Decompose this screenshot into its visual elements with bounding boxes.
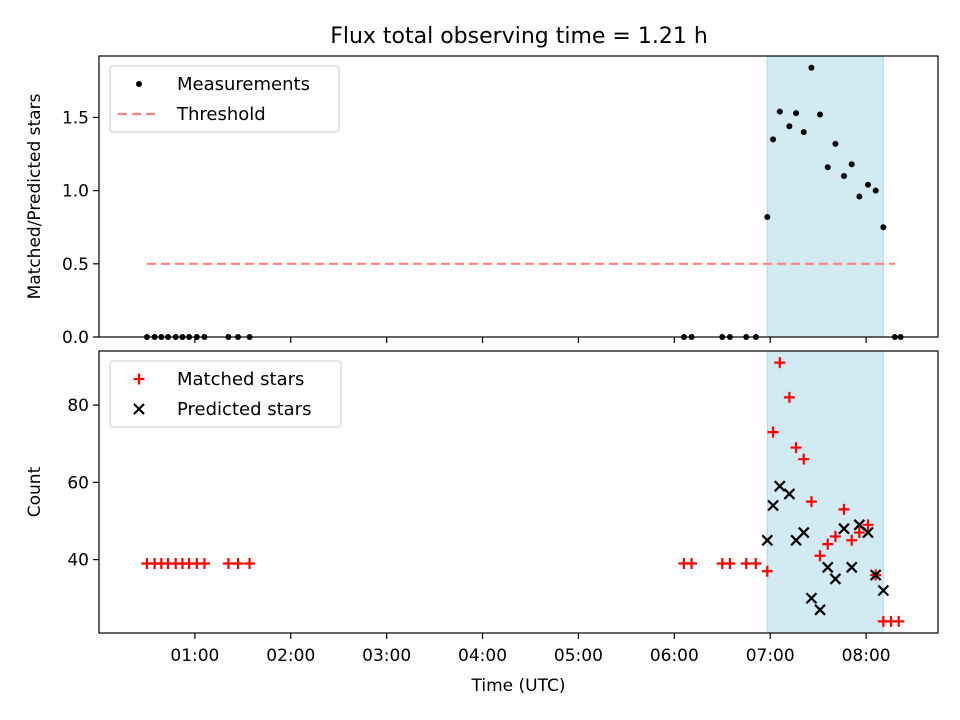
matched-star-point (783, 391, 795, 403)
y-tick-label: 0.5 (62, 255, 89, 275)
predicted-star-point (845, 561, 858, 574)
matched-star-point (767, 426, 779, 438)
y-tick-label: 1.0 (62, 182, 89, 202)
predicted-star-point (783, 488, 796, 500)
measurement-point (817, 111, 824, 118)
highlight-span (766, 55, 884, 338)
legend-box (109, 65, 340, 133)
matched-star-point (774, 357, 786, 369)
predicted-star-point (862, 526, 874, 539)
measurement-point (800, 129, 807, 136)
measurement-point (770, 136, 777, 143)
x-tick-label: 01:00 (170, 646, 219, 666)
legend: Matched stars Predicted stars (109, 360, 342, 428)
measurement-point (848, 161, 855, 168)
matched-star-point (893, 615, 905, 627)
y-tick-label: 1.5 (62, 108, 89, 128)
x-tick-label: 02:00 (266, 646, 315, 666)
matched-star-point (798, 453, 810, 465)
predicted-star-point (767, 499, 779, 512)
measurement-point (824, 164, 831, 171)
legend-label: Predicted stars (177, 399, 311, 420)
predicted-star-point (829, 573, 842, 585)
matched-star-point (198, 557, 210, 569)
predicted-star-point (761, 534, 774, 547)
plot-frame (98, 350, 939, 634)
matched-star-point (232, 557, 244, 569)
matched-star-point (724, 557, 736, 569)
legend-label: Measurements (177, 74, 310, 95)
matched-star-point (822, 538, 834, 550)
matched-star-point (862, 519, 874, 531)
measurement-point (880, 224, 887, 231)
predicted-star-point (821, 561, 834, 574)
x-axis-label: Time (UTC) (471, 676, 566, 696)
measurement-point (786, 123, 793, 130)
legend-measurement-swatch (136, 81, 142, 87)
legend-matched-swatch (133, 373, 145, 385)
legend-label: Matched stars (177, 369, 304, 390)
x-tick-label: 06:00 (650, 646, 699, 666)
matched-star-point (740, 557, 752, 569)
matched-star-point (814, 550, 826, 562)
predicted-star-point (838, 522, 850, 535)
y-tick-label: 60 (67, 473, 89, 493)
measurement-point (856, 193, 863, 200)
predicted-star-point (869, 569, 882, 581)
y-axis-label: Count (25, 466, 45, 517)
legend: Measurements Threshold (109, 65, 340, 133)
legend-predicted-swatch (133, 403, 145, 415)
measurement-point (764, 213, 771, 220)
matched-star-point (790, 442, 802, 454)
matched-star-point (750, 557, 762, 569)
matched-star-point (846, 534, 858, 546)
plot-frame (98, 55, 939, 338)
x-tick-label: 05:00 (554, 646, 603, 666)
y-tick-label: 80 (67, 396, 89, 416)
matched-star-point (838, 503, 850, 515)
matched-star-point (829, 530, 841, 542)
matched-star-point (853, 527, 865, 539)
predicted-star-point (877, 584, 890, 597)
y-tick-label: 40 (67, 551, 89, 571)
x-tick-label: 04:00 (458, 646, 507, 666)
matched-star-point (686, 557, 698, 569)
measurement-point (872, 187, 879, 194)
legend-label: Threshold (176, 104, 266, 125)
predicted-star-point (774, 480, 786, 492)
bottom-panel: 40 60 80 01:00 02:00 03:00 04:00 05:00 06:00 07:0… (25, 350, 939, 696)
measurement-point (865, 181, 872, 188)
predicted-star-point (805, 592, 818, 605)
y-tick-label: 0.0 (62, 328, 89, 348)
highlight-span (766, 350, 884, 634)
measurement-point (808, 64, 815, 71)
matched-star-point (222, 557, 234, 569)
x-tick-label: 03:00 (362, 646, 411, 666)
predicted-star-point (814, 604, 826, 616)
matched-star-point (761, 565, 773, 577)
measurement-point (793, 110, 800, 117)
x-tick-label: 08:00 (842, 646, 891, 666)
y-axis-label: Matched/Predicted stars (25, 93, 45, 299)
predicted-star-point (797, 526, 810, 539)
matched-star-point (244, 557, 256, 569)
legend-box (109, 360, 342, 428)
measurement-point (832, 140, 839, 147)
measurement-point (776, 108, 783, 115)
matched-star-point (805, 496, 817, 508)
measurement-point (841, 173, 848, 180)
x-tick-label: 07:00 (746, 646, 795, 666)
chart-title: Flux total observing time = 1.21 h (330, 24, 708, 49)
top-panel: 0.0 0.5 1.0 1.5 Matched/Predicted stars Measu… (25, 55, 939, 348)
